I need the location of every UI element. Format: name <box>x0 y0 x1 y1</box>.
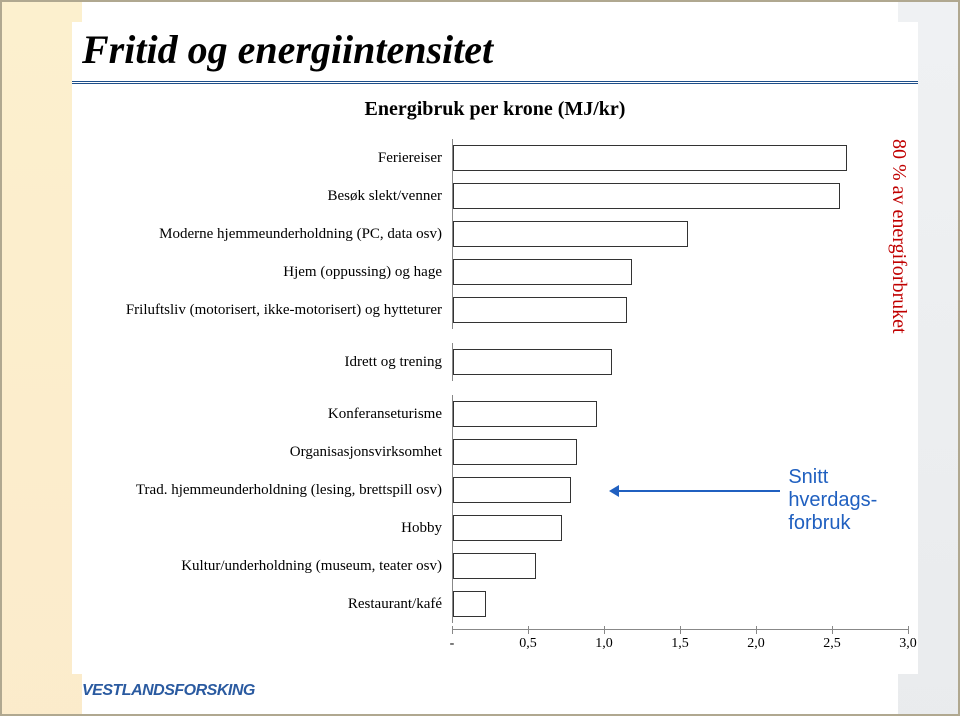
content-area: Fritid og energiintensitet Energibruk pe… <box>72 22 918 674</box>
chart-row: Friluftsliv (motorisert, ikke-motorisert… <box>82 291 908 329</box>
category-label: Besøk slekt/venner <box>82 188 452 205</box>
plot-area <box>452 177 908 215</box>
category-label: Idrett og trening <box>82 354 452 371</box>
tick-label: 0,5 <box>519 636 537 652</box>
bar <box>453 221 688 247</box>
category-label: Feriereiser <box>82 150 452 167</box>
tick-label: 1,0 <box>595 636 613 652</box>
bar <box>453 477 571 503</box>
plot-area <box>452 547 908 585</box>
tick-label: 2,5 <box>823 636 841 652</box>
plot-area <box>452 343 908 381</box>
title-row: Fritid og energiintensitet <box>72 22 918 84</box>
bar <box>453 591 486 617</box>
category-label: Trad. hjemmeunderholdning (lesing, brett… <box>82 482 452 499</box>
chart-row: Feriereiser <box>82 139 908 177</box>
side-annotation: 80 % av energiforbruket <box>887 139 910 381</box>
slide: Fritid og energiintensitet Energibruk pe… <box>0 0 960 716</box>
plot-area <box>452 395 908 433</box>
plot-area <box>452 215 908 253</box>
chart-title: Energibruk per krone (MJ/kr) <box>72 98 918 121</box>
chart-row: Trad. hjemmeunderholdning (lesing, brett… <box>82 471 908 509</box>
bar <box>453 553 536 579</box>
chart-row: Restaurant/kafé <box>82 585 908 623</box>
tick-label: 3,0 <box>899 636 917 652</box>
chart-row: Hobby <box>82 509 908 547</box>
tick-label: - <box>450 636 455 652</box>
chart-row: Organisasjonsvirksomhet <box>82 433 908 471</box>
category-label: Friluftsliv (motorisert, ikke-motorisert… <box>82 302 452 319</box>
chart-row: Idrett og trening <box>82 343 908 381</box>
category-label: Moderne hjemmeunderholdning (PC, data os… <box>82 226 452 243</box>
plot-area <box>452 139 908 177</box>
callout-text: Snitt hverdags-forbruk <box>788 466 908 535</box>
logo: VESTLANDSFORSKING <box>82 682 255 700</box>
bar <box>453 297 627 323</box>
category-label: Organisasjonsvirksomhet <box>82 444 452 461</box>
bar <box>453 183 840 209</box>
plot-area <box>452 253 908 291</box>
chart-row: Hjem (oppussing) og hage <box>82 253 908 291</box>
bg-left <box>2 2 82 714</box>
bar <box>453 349 612 375</box>
category-label: Restaurant/kafé <box>82 596 452 613</box>
bar <box>453 401 597 427</box>
tick-label: 2,0 <box>747 636 765 652</box>
plot-area <box>452 291 908 329</box>
arrow-annotation <box>611 490 781 492</box>
chart-row: Kultur/underholdning (museum, teater osv… <box>82 547 908 585</box>
chart-row: Besøk slekt/venner <box>82 177 908 215</box>
chart-row: Konferanseturisme <box>82 395 908 433</box>
category-label: Kultur/underholdning (museum, teater osv… <box>82 558 452 575</box>
page-title: Fritid og energiintensitet <box>82 26 493 73</box>
chart-row: Moderne hjemmeunderholdning (PC, data os… <box>82 215 908 253</box>
plot-area <box>452 585 908 623</box>
tick-label: 1,5 <box>671 636 689 652</box>
category-label: Hobby <box>82 520 452 537</box>
bar <box>453 145 847 171</box>
bar <box>453 439 577 465</box>
category-label: Konferanseturisme <box>82 406 452 423</box>
x-axis: -0,51,01,52,02,53,0 <box>452 629 908 657</box>
bar-chart: Feriereiser Besøk slekt/venner Moderne hje… <box>82 139 908 663</box>
bar <box>453 259 632 285</box>
bar <box>453 515 562 541</box>
category-label: Hjem (oppussing) og hage <box>82 264 452 281</box>
